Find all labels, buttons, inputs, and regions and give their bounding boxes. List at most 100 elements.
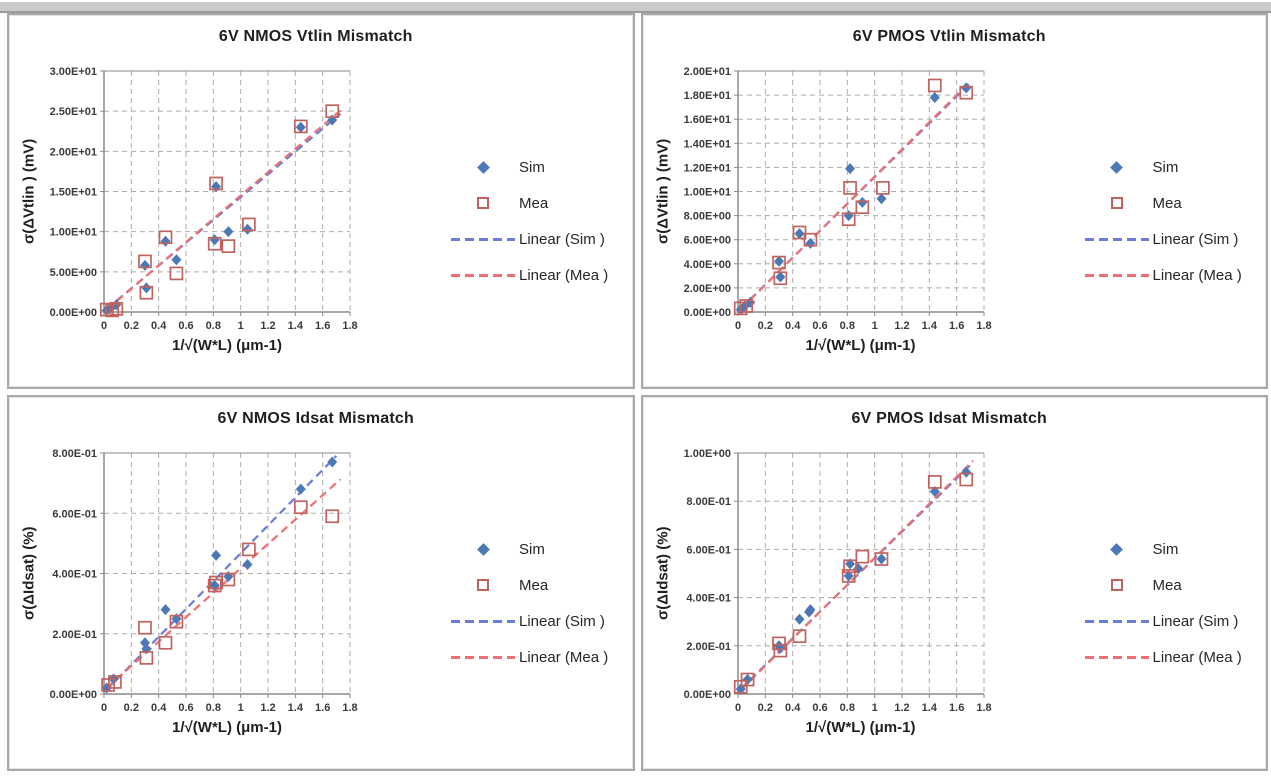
mea-square-icon xyxy=(1110,579,1123,591)
chart-title: 6V PMOS Idsat Mismatch xyxy=(851,410,1048,427)
y-tick-label: 4.00E-01 xyxy=(686,593,731,605)
data-point-sim xyxy=(774,271,785,283)
chart-panel-nmos-vtlin[interactable]: 0 0.2 0.4 0.6 0.8 1 1.2 1.4 1.6 1.8 0.00E+00 5.00E+… xyxy=(7,13,635,389)
data-point-mea xyxy=(927,78,942,93)
data-point-mea xyxy=(855,200,869,215)
data-point-mea xyxy=(221,239,236,253)
mea-points xyxy=(99,104,340,318)
data-point-sim xyxy=(960,466,971,478)
y-tick-label: 2.00E+01 xyxy=(683,66,730,78)
y-tick-label: 5.00E+00 xyxy=(50,267,97,279)
linear-sim-dash-icon xyxy=(1084,237,1149,241)
linear-mea-dash-icon xyxy=(451,273,515,277)
x-tick-label: 1 xyxy=(871,320,877,332)
y-tick-label: 1.20E+01 xyxy=(683,162,730,174)
x-tick-label: 1.2 xyxy=(894,702,909,714)
chart-panel-pmos-vtlin[interactable]: 0 0.2 0.4 0.6 0.8 1 1.2 1.4 1.6 1.8 0.00E+00 2.00E+… xyxy=(640,13,1268,389)
sim-diamond-icon xyxy=(476,542,490,556)
legend-item-mea: Mea xyxy=(451,573,629,597)
legend-item-sim: Sim xyxy=(451,155,629,179)
y-tick-labels: 0.00E+00 5.00E+00 1.00E+01 1.50E+01 2.00E+01… xyxy=(50,66,104,319)
x-tick-label: 0.6 xyxy=(178,320,193,332)
x-axis-title: 1/√(W*L) (μm-1) xyxy=(172,337,282,354)
linear-mea-dash-icon xyxy=(451,655,515,659)
x-tick-label: 1.8 xyxy=(976,702,991,714)
mea-points xyxy=(733,472,973,694)
data-point-mea xyxy=(771,636,786,651)
legend-item-sim: Sim xyxy=(1085,537,1263,561)
mea-points xyxy=(733,78,973,316)
y-tick-label: 1.00E+01 xyxy=(683,187,730,199)
legend-item-sim: Sim xyxy=(451,537,629,561)
data-point-sim xyxy=(876,553,886,565)
trendlines xyxy=(739,459,974,691)
data-point-sim xyxy=(242,558,253,570)
data-point-mea xyxy=(927,475,942,489)
chart-panel-nmos-idsat[interactable]: 0 0.2 0.4 0.6 0.8 1 1.2 1.4 1.6 1.8 0.00E+00 2.00E-… xyxy=(7,395,635,771)
data-point-mea xyxy=(105,303,120,318)
data-point-mea xyxy=(139,285,154,300)
data-point-mea xyxy=(841,569,856,583)
x-tick-label: 0.2 xyxy=(757,702,772,714)
mea-square-icon xyxy=(477,197,489,209)
y-tick-label: 3.00E+01 xyxy=(50,66,97,78)
legend-label: Linear (Mea ) xyxy=(1152,648,1242,666)
data-point-sim xyxy=(141,282,152,294)
chart-panel-pmos-idsat[interactable]: 0 0.2 0.4 0.6 0.8 1 1.2 1.4 1.6 1.8 0.00E+00 2.00E-… xyxy=(640,395,1268,771)
x-tick-label: 1.6 xyxy=(949,702,964,714)
y-tick-labels: 0.00E+00 2.00E+00 4.00E+00 6.00E+00 8.00E+00… xyxy=(683,66,738,319)
legend-item-mea: Mea xyxy=(451,191,629,215)
data-point-mea xyxy=(875,181,890,195)
y-tick-labels: 0.00E+00 2.00E-01 4.00E-01 6.00E-01 8.00E-01 xyxy=(50,448,104,701)
y-tick-label: 0.00E+00 xyxy=(50,307,97,319)
data-point-mea xyxy=(773,271,787,286)
x-tick-label: 1.8 xyxy=(342,320,357,332)
legend-item-linear-sim: Linear (Sim ) xyxy=(451,227,629,251)
legend-item-sim: Sim xyxy=(1085,155,1263,179)
y-tick-labels: 0.00E+00 2.00E-01 4.00E-01 6.00E-01 8.00E-01… xyxy=(683,448,738,701)
legend-item-linear-mea: Linear (Mea ) xyxy=(451,263,629,287)
data-point-sim xyxy=(742,674,753,686)
data-point-sim xyxy=(327,456,338,468)
data-point-sim xyxy=(844,163,855,175)
legend-label: Mea xyxy=(519,576,549,594)
data-point-mea xyxy=(209,176,223,191)
legend: Sim Mea Linear (Sim ) Linear (Mea ) xyxy=(451,537,629,681)
legend-label: Mea xyxy=(1152,194,1182,212)
x-tick-label: 1 xyxy=(238,320,244,332)
y-tick-label: 0.00E+00 xyxy=(683,307,730,319)
y-tick-label: 0.00E+00 xyxy=(50,689,97,701)
x-tick-label: 1.4 xyxy=(921,702,937,714)
x-tick-label: 0.6 xyxy=(812,702,827,714)
x-tick-label: 0 xyxy=(734,702,740,714)
legend-label: Linear (Sim ) xyxy=(1152,230,1239,248)
trendlines xyxy=(106,109,342,311)
legend-item-linear-mea: Linear (Mea ) xyxy=(1084,645,1263,669)
data-point-mea xyxy=(842,181,857,195)
legend-label: Mea xyxy=(519,194,549,212)
plot-area: 0 0.2 0.4 0.6 0.8 1 1.2 1.4 1.6 1.8 0.00E+00 5.00E+… xyxy=(50,66,358,332)
trendlines xyxy=(739,80,971,311)
x-tick-label: 0.6 xyxy=(812,320,827,332)
plot-area: 0 0.2 0.4 0.6 0.8 1 1.2 1.4 1.6 1.8 0.00E+00 2.00E-… xyxy=(683,448,991,714)
data-point-sim xyxy=(843,570,854,582)
x-tick-label: 0.2 xyxy=(124,702,139,714)
data-point-mea xyxy=(740,672,754,687)
x-tick-labels: 0 0.2 0.4 0.6 0.8 1 1.2 1.4 1.6 1.8 xyxy=(101,312,358,332)
data-point-sim xyxy=(209,234,220,246)
trendline-mea xyxy=(106,478,342,689)
data-point-mea xyxy=(803,232,817,247)
chart-grid: 0 0.2 0.4 0.6 0.8 1 1.2 1.4 1.6 1.8 0.00E+00 5.00E+… xyxy=(7,13,1268,771)
y-tick-label: 8.00E-01 xyxy=(52,448,97,460)
data-point-mea xyxy=(792,629,806,644)
data-point-sim xyxy=(242,223,253,235)
x-tick-label: 1.6 xyxy=(315,320,330,332)
mea-points xyxy=(101,500,340,692)
data-point-sim xyxy=(223,226,234,238)
legend-label: Sim xyxy=(519,158,545,176)
y-tick-label: 1.00E+00 xyxy=(683,448,730,460)
data-point-sim xyxy=(856,196,867,208)
x-tick-label: 1.6 xyxy=(949,320,964,332)
legend-label: Linear (Mea ) xyxy=(1152,266,1242,284)
sim-diamond-icon xyxy=(476,160,490,174)
